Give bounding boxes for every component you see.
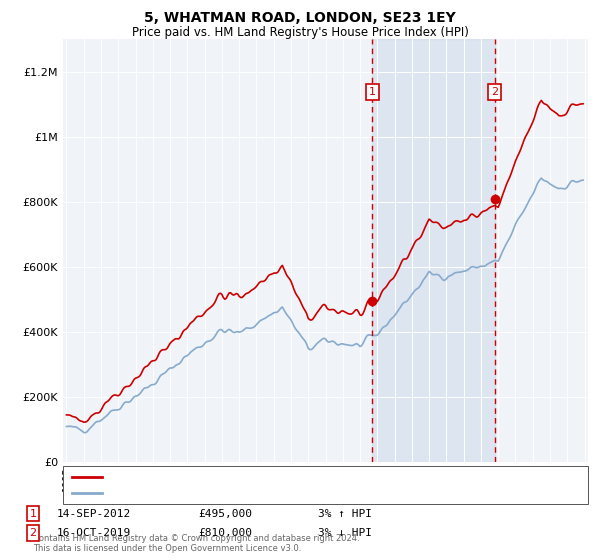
Text: 16-OCT-2019: 16-OCT-2019: [57, 528, 131, 538]
Text: Contains HM Land Registry data © Crown copyright and database right 2024.
This d: Contains HM Land Registry data © Crown c…: [33, 534, 359, 553]
Text: 2: 2: [29, 528, 37, 538]
Text: Price paid vs. HM Land Registry's House Price Index (HPI): Price paid vs. HM Land Registry's House …: [131, 26, 469, 39]
Text: 2: 2: [491, 87, 498, 97]
Text: 1: 1: [369, 87, 376, 97]
Text: £810,000: £810,000: [198, 528, 252, 538]
Text: 1: 1: [29, 508, 37, 519]
Text: 5, WHATMAN ROAD, LONDON, SE23 1EY: 5, WHATMAN ROAD, LONDON, SE23 1EY: [144, 11, 456, 25]
Text: 3% ↑ HPI: 3% ↑ HPI: [318, 508, 372, 519]
Text: £495,000: £495,000: [198, 508, 252, 519]
Text: 3% ↓ HPI: 3% ↓ HPI: [318, 528, 372, 538]
Text: 5, WHATMAN ROAD, LONDON, SE23 1EY (detached house): 5, WHATMAN ROAD, LONDON, SE23 1EY (detac…: [108, 472, 427, 482]
Text: HPI: Average price, detached house, Lewisham: HPI: Average price, detached house, Lewi…: [108, 488, 365, 498]
Bar: [373, 39, 494, 462]
Text: 14-SEP-2012: 14-SEP-2012: [57, 508, 131, 519]
